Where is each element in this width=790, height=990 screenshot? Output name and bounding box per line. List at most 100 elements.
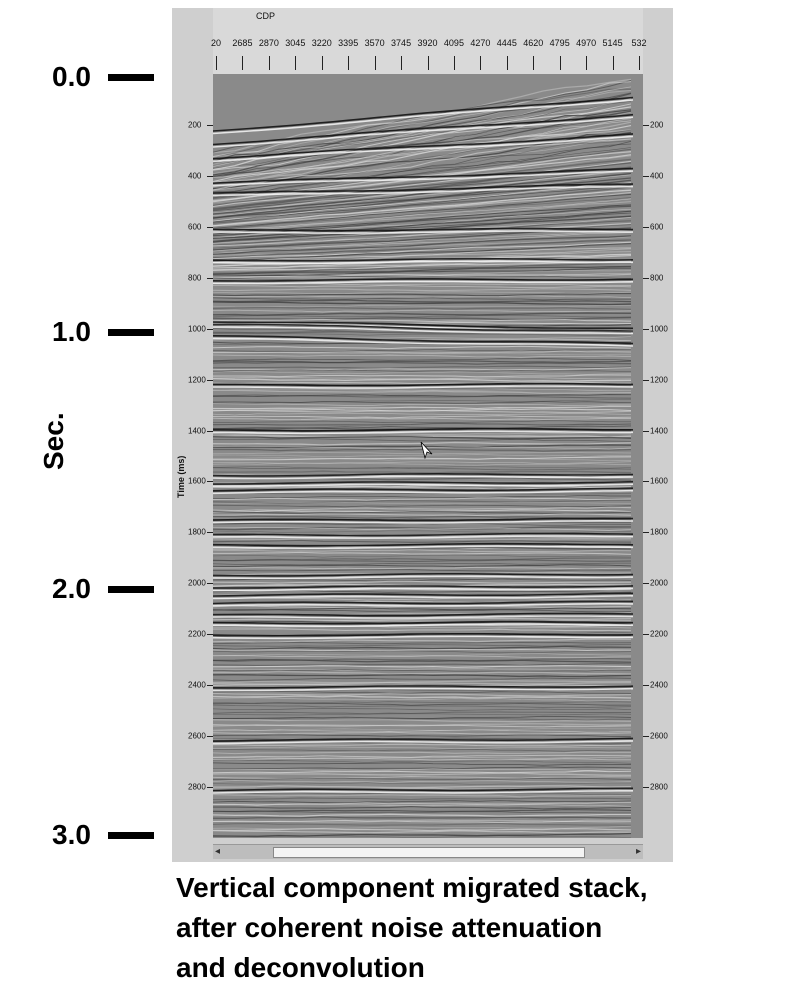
reflector-trace: [213, 727, 631, 732]
strong-reflector: [213, 575, 634, 580]
reflector-trace: [213, 830, 632, 834]
reflector-trace: [213, 754, 632, 758]
reflector-trace: [213, 412, 632, 416]
strong-reflector: [213, 227, 634, 232]
reflector-trace: [213, 670, 632, 675]
cdp-tick-label: 4795: [549, 38, 570, 48]
reflector-trace: [213, 422, 632, 426]
cdp-tick-label: 3570: [364, 38, 385, 48]
reflector-trace: [213, 609, 632, 613]
time-tick-label-right: 1800: [650, 527, 668, 537]
cdp-tick-label: 20: [210, 38, 222, 48]
reflector-trace: [213, 551, 632, 555]
reflector-trace: [213, 724, 632, 728]
reflector-trace: [213, 454, 632, 457]
reflector-trace: [213, 341, 632, 345]
reflector-trace: [213, 403, 632, 406]
reflector-trace: [213, 717, 631, 721]
reflector-trace: [213, 316, 632, 321]
time-tick-label-right: 2200: [650, 629, 668, 639]
reflector-trace: [213, 129, 632, 188]
reflector-trace: [213, 141, 632, 197]
time-tick-mark-right: [643, 787, 649, 789]
reflector-trace: [213, 803, 632, 807]
reflector-trace: [213, 545, 632, 550]
reflector-trace: [213, 394, 632, 397]
sec-tick-3: 3.0: [52, 819, 154, 850]
strong-reflector: [213, 595, 634, 600]
strong-reflector: [213, 280, 634, 285]
strong-reflector: [213, 257, 634, 262]
reflector-trace: [213, 655, 632, 659]
reflector-trace: [213, 780, 632, 783]
reflector-trace: [213, 275, 632, 279]
reflector-trace: [213, 731, 632, 735]
reflector-trace: [213, 461, 632, 464]
reflector-trace: [213, 314, 631, 318]
strong-reflector: [213, 519, 634, 524]
strong-reflector: [213, 230, 634, 235]
strong-reflector: [213, 483, 634, 488]
seismic-section[interactable]: [213, 74, 643, 838]
strong-reflector: [213, 587, 634, 592]
reflector-trace: [213, 506, 632, 512]
reflector-trace: [213, 669, 632, 672]
strong-reflector: [213, 635, 634, 640]
reflector-trace: [213, 138, 632, 191]
reflector-trace: [213, 299, 632, 303]
reflector-trace: [213, 121, 632, 184]
time-tick-label-left: 2400: [188, 680, 206, 690]
time-tick-label-left: 400: [188, 171, 202, 181]
scroll-thumb[interactable]: [273, 847, 585, 858]
cdp-tick-label: 4270: [470, 38, 491, 48]
strong-reflector: [213, 260, 634, 265]
sec-tick-0: 0.0: [52, 61, 154, 92]
time-tick-mark-right: [643, 277, 649, 279]
reflector-trace: [213, 499, 631, 504]
horizontal-scrollbar[interactable]: ◂ ▸: [213, 844, 643, 859]
caption-line: after coherent noise attenuation: [176, 912, 603, 943]
strong-reflector: [213, 170, 634, 187]
reflector-trace: [213, 809, 632, 813]
cdp-tick-mark: [348, 56, 350, 70]
reflector-trace: [213, 504, 632, 508]
strong-reflector: [213, 113, 634, 146]
reflector-trace: [213, 782, 632, 785]
mouse-cursor-icon: [420, 441, 433, 460]
reflector-trace: [213, 365, 632, 369]
reflector-trace: [213, 816, 632, 820]
reflector-trace: [213, 822, 632, 826]
scroll-right-icon[interactable]: ▸: [635, 846, 641, 857]
reflector-trace: [213, 345, 632, 350]
reflector-trace: [213, 435, 632, 438]
reflector-trace: [213, 704, 632, 708]
cdp-tick-label: 3045: [285, 38, 306, 48]
reflector-trace: [213, 304, 631, 308]
scroll-left-icon[interactable]: ◂: [215, 846, 221, 857]
time-tick-label-left: 2800: [188, 782, 206, 792]
sec-tick-label: 1.0: [52, 316, 91, 347]
reflector-trace: [213, 198, 632, 231]
reflector-trace: [213, 557, 632, 562]
time-tick-mark-left: [207, 481, 213, 483]
time-tick-mark-right: [643, 175, 649, 177]
reflector-trace: [213, 291, 632, 295]
reflector-trace: [213, 332, 632, 337]
reflector-trace: [213, 220, 632, 246]
reflector-trace: [213, 526, 632, 531]
strong-reflector: [213, 612, 634, 617]
reflector-trace: [213, 248, 632, 264]
reflector-trace: [213, 536, 632, 541]
reflector-trace: [213, 702, 632, 706]
reflector-trace: [213, 785, 632, 789]
strong-reflector: [213, 475, 634, 480]
reflector-trace: [213, 318, 632, 323]
reflector-trace: [213, 358, 632, 361]
reflector-trace: [213, 513, 632, 517]
time-tick-mark-left: [207, 379, 213, 381]
reflector-trace: [213, 405, 632, 410]
cdp-tick-mark: [506, 56, 508, 70]
reflector-trace: [213, 497, 632, 501]
reflector-trace: [213, 457, 632, 462]
reflector-trace: [213, 558, 632, 563]
